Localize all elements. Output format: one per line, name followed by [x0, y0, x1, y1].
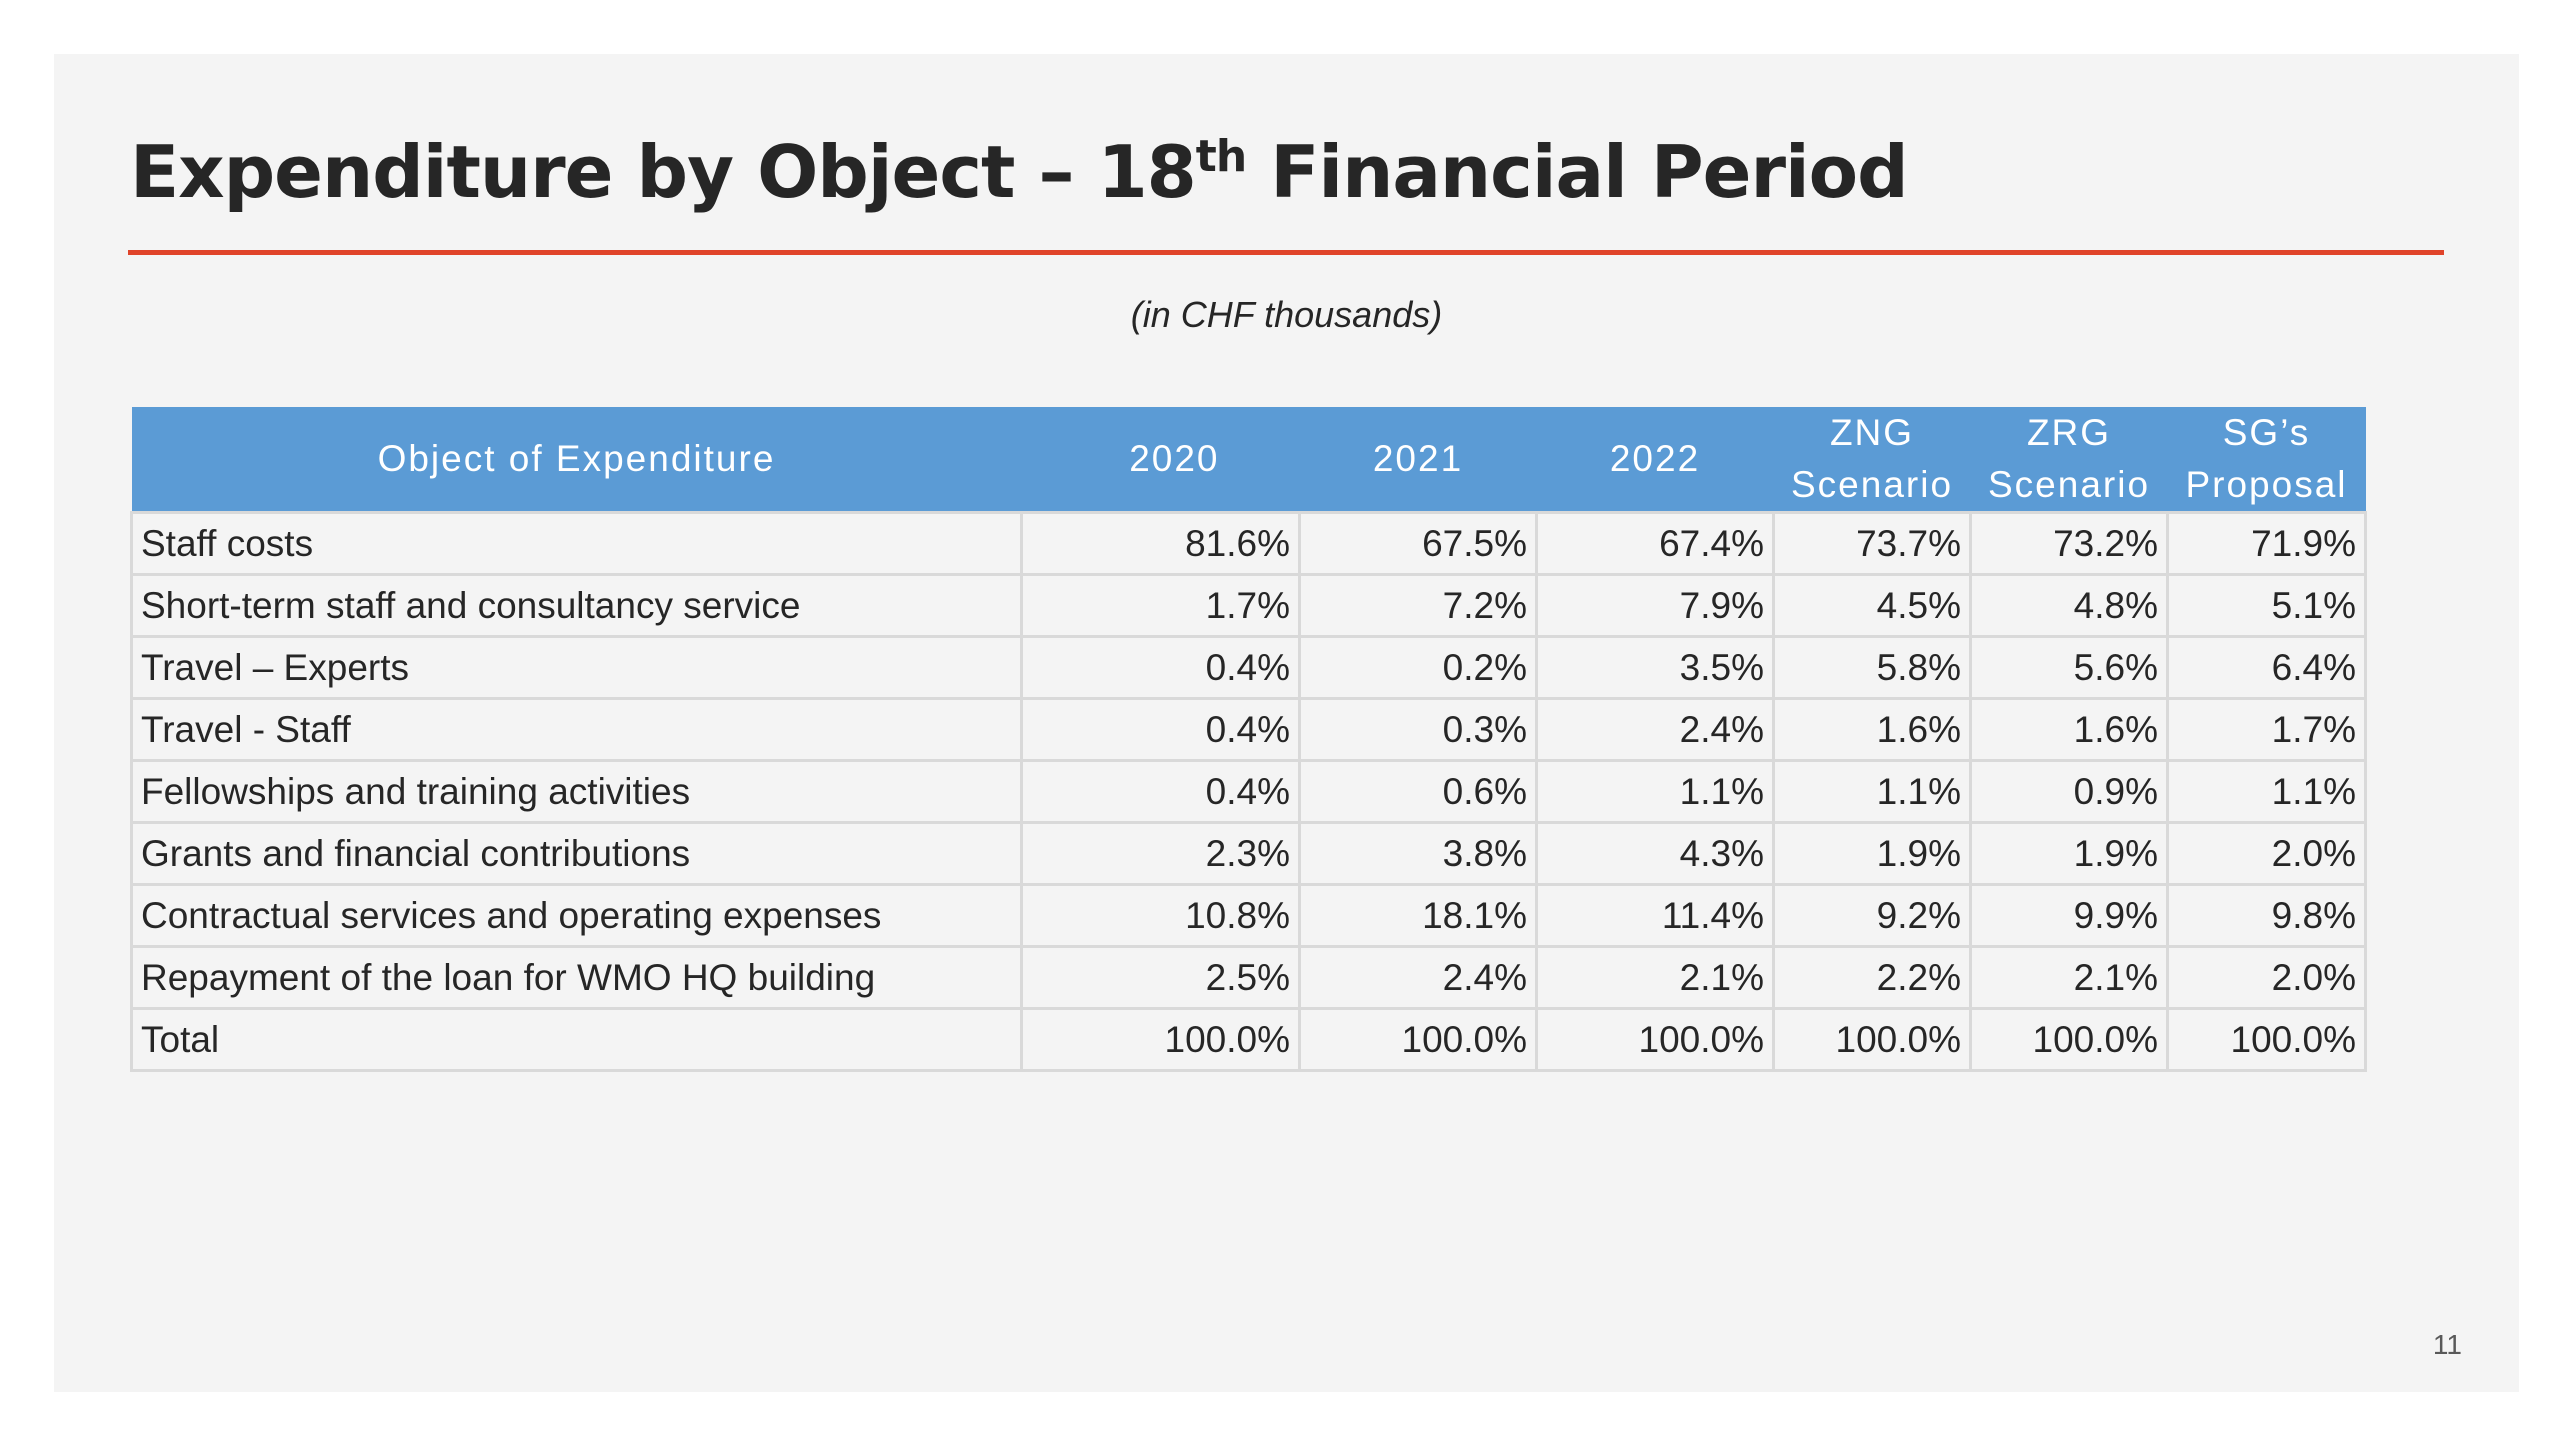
units-subtitle: (in CHF thousands) [1130, 294, 1443, 335]
row-label: Short-term staff and consultancy service [130, 573, 1023, 638]
cell-zng: 100.0% [1772, 1007, 1972, 1072]
table-header-row: Object of Expenditure 2020 2021 2022 ZNG… [131, 407, 2366, 513]
cell-2021: 7.2% [1298, 573, 1538, 638]
page-number: 11 [2432, 1329, 2462, 1360]
cell-2020: 10.8% [1020, 883, 1301, 948]
cell-sg: 2.0% [2166, 945, 2367, 1010]
row-label: Grants and financial contributions [130, 821, 1023, 886]
title-rest: Financial Period [1246, 130, 1908, 214]
title-superscript: th [1195, 131, 1247, 182]
title-divider [128, 250, 2444, 255]
cell-2020: 0.4% [1020, 697, 1301, 762]
table-row: Contractual services and operating expen… [130, 883, 2367, 948]
cell-2022: 1.1% [1535, 759, 1775, 824]
cell-2020: 2.5% [1020, 945, 1301, 1010]
table-row: Repayment of the loan for WMO HQ buildin… [130, 945, 2367, 1010]
header-zng: ZNG Scenario [1773, 407, 1971, 513]
cell-2020: 100.0% [1020, 1007, 1301, 1072]
cell-sg: 9.8% [2166, 883, 2367, 948]
cell-2021: 67.5% [1298, 511, 1538, 576]
cell-2022: 7.9% [1535, 573, 1775, 638]
cell-zrg: 100.0% [1969, 1007, 2169, 1072]
cell-2022: 67.4% [1535, 511, 1775, 576]
cell-2022: 100.0% [1535, 1007, 1775, 1072]
cell-zng: 2.2% [1772, 945, 1972, 1010]
header-zng-line2: Scenario [1790, 464, 1954, 505]
cell-sg: 6.4% [2166, 635, 2367, 700]
table-row: Fellowships and training activities 0.4%… [130, 759, 2367, 824]
cell-zng: 73.7% [1772, 511, 1972, 576]
row-label: Contractual services and operating expen… [130, 883, 1023, 948]
header-object: Object of Expenditure [131, 407, 1022, 513]
cell-zrg: 0.9% [1969, 759, 2169, 824]
cell-zrg: 2.1% [1969, 945, 2169, 1010]
cell-zrg: 5.6% [1969, 635, 2169, 700]
cell-zrg: 1.6% [1969, 697, 2169, 762]
cell-2022: 2.1% [1535, 945, 1775, 1010]
table-row: Grants and financial contributions 2.3% … [130, 821, 2367, 886]
row-label: Repayment of the loan for WMO HQ buildin… [130, 945, 1023, 1010]
table-row-total: Total 100.0% 100.0% 100.0% 100.0% 100.0%… [130, 1007, 2367, 1072]
cell-zng: 1.1% [1772, 759, 1972, 824]
cell-2021: 0.6% [1298, 759, 1538, 824]
slide-title: Expenditure by Object – 18th Financial P… [130, 130, 1909, 214]
header-zrg: ZRG Scenario [1970, 407, 2168, 513]
cell-2020: 81.6% [1020, 511, 1301, 576]
header-zrg-line2: Scenario [1987, 464, 2151, 505]
table-row: Travel – Experts 0.4% 0.2% 3.5% 5.8% 5.6… [130, 635, 2367, 700]
header-2022: 2022 [1536, 407, 1774, 513]
cell-2020: 1.7% [1020, 573, 1301, 638]
cell-sg: 1.1% [2166, 759, 2367, 824]
cell-zng: 9.2% [1772, 883, 1972, 948]
header-zng-line1: ZNG [1829, 412, 1915, 453]
header-sg-line2: Proposal [2185, 464, 2348, 505]
cell-2020: 0.4% [1020, 635, 1301, 700]
title-main: Expenditure by Object – 18 [130, 130, 1197, 214]
table-row: Staff costs 81.6% 67.5% 67.4% 73.7% 73.2… [130, 511, 2367, 576]
header-sg-line1: SG’s [2222, 412, 2311, 453]
row-label: Travel – Experts [130, 635, 1023, 700]
cell-2022: 2.4% [1535, 697, 1775, 762]
cell-2021: 0.3% [1298, 697, 1538, 762]
cell-zng: 1.6% [1772, 697, 1972, 762]
cell-2022: 11.4% [1535, 883, 1775, 948]
cell-zrg: 73.2% [1969, 511, 2169, 576]
cell-zrg: 1.9% [1969, 821, 2169, 886]
row-label: Travel - Staff [130, 697, 1023, 762]
row-label: Fellowships and training activities [130, 759, 1023, 824]
cell-zng: 1.9% [1772, 821, 1972, 886]
cell-2021: 18.1% [1298, 883, 1538, 948]
cell-sg: 71.9% [2166, 511, 2367, 576]
table-row: Travel - Staff 0.4% 0.3% 2.4% 1.6% 1.6% … [130, 697, 2367, 762]
cell-sg: 1.7% [2166, 697, 2367, 762]
header-2020: 2020 [1021, 407, 1300, 513]
slide: Expenditure by Object – 18th Financial P… [54, 54, 2519, 1392]
cell-2021: 0.2% [1298, 635, 1538, 700]
cell-sg: 5.1% [2166, 573, 2367, 638]
cell-zng: 4.5% [1772, 573, 1972, 638]
cell-2021: 2.4% [1298, 945, 1538, 1010]
cell-2022: 4.3% [1535, 821, 1775, 886]
cell-2022: 3.5% [1535, 635, 1775, 700]
expenditure-table: Object of Expenditure 2020 2021 2022 ZNG… [130, 407, 2367, 1072]
cell-2021: 100.0% [1298, 1007, 1538, 1072]
header-sg: SG’s Proposal [2167, 407, 2366, 513]
cell-sg: 2.0% [2166, 821, 2367, 886]
cell-zng: 5.8% [1772, 635, 1972, 700]
cell-2021: 3.8% [1298, 821, 1538, 886]
cell-2020: 0.4% [1020, 759, 1301, 824]
table-row: Short-term staff and consultancy service… [130, 573, 2367, 638]
header-zrg-line1: ZRG [2026, 412, 2112, 453]
row-label: Staff costs [130, 511, 1023, 576]
cell-zrg: 4.8% [1969, 573, 2169, 638]
cell-sg: 100.0% [2166, 1007, 2367, 1072]
cell-zrg: 9.9% [1969, 883, 2169, 948]
cell-2020: 2.3% [1020, 821, 1301, 886]
header-2021: 2021 [1299, 407, 1537, 513]
row-label: Total [130, 1007, 1023, 1072]
